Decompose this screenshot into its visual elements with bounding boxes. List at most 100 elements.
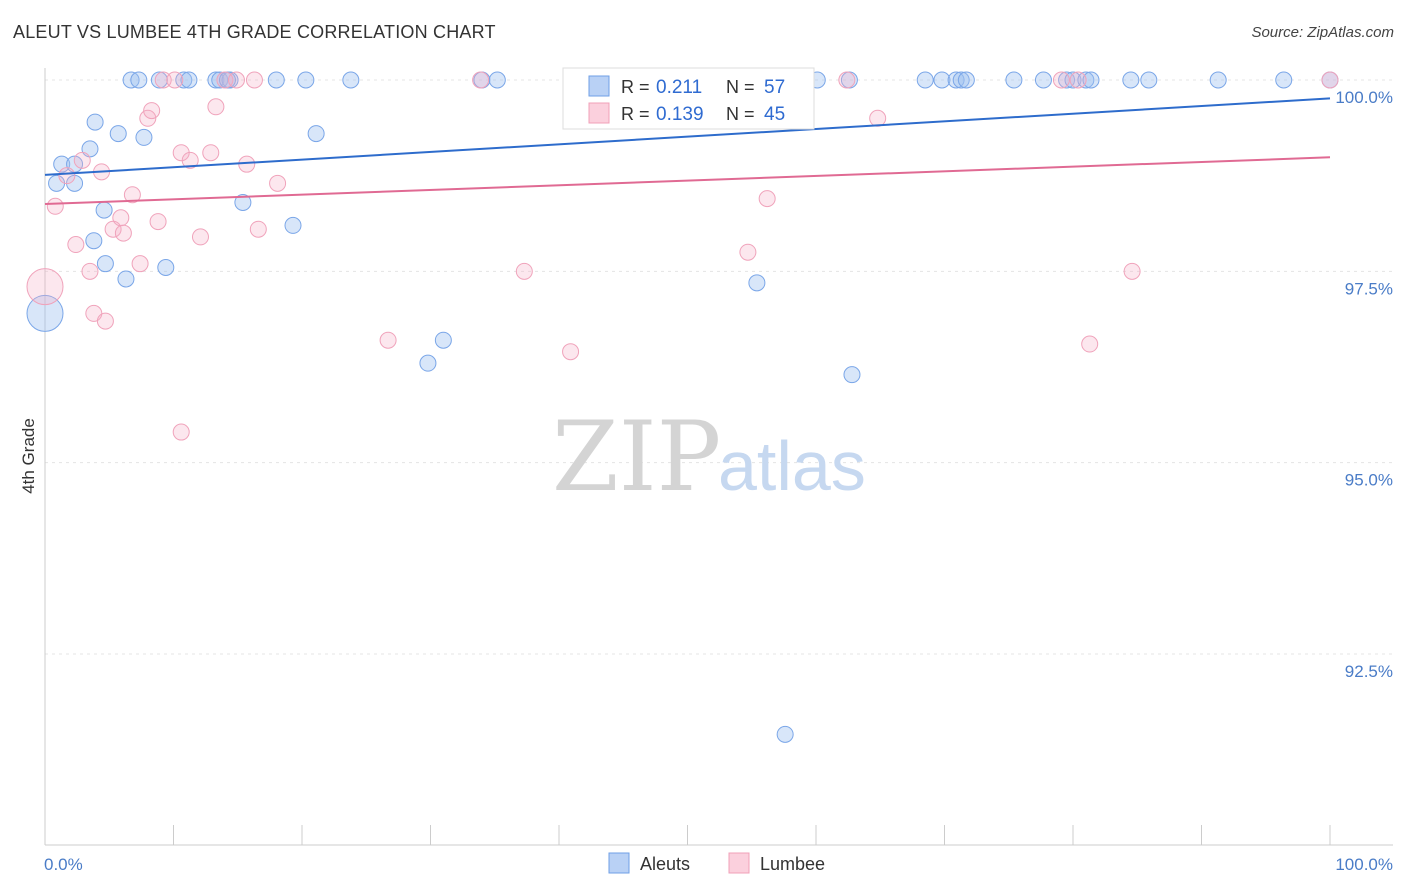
- bottom-legend-lumbee-swatch: [728, 852, 750, 874]
- source-label: Source: ZipAtlas.com: [1251, 24, 1394, 41]
- bottom-legend-aleut-label: Aleuts: [640, 854, 690, 874]
- aleut-point-7: [86, 113, 104, 131]
- aleut-point-24: [267, 71, 285, 89]
- legend-aleut-swatch: [588, 75, 610, 97]
- lumbee-point-13: [131, 255, 149, 273]
- lumbee-point-2: [58, 167, 76, 185]
- aleut-point-23: [234, 193, 252, 211]
- aleut-point-27: [307, 125, 325, 143]
- legend-lumbee-r-label: R =: [621, 104, 655, 124]
- aleut-point-26: [297, 71, 315, 89]
- y-tick-label-1: 97.5%: [1345, 279, 1393, 298]
- x-tick-label-max: 100.0%: [1335, 855, 1393, 874]
- aleut-point-37: [776, 725, 794, 743]
- aleut-point-28: [342, 71, 360, 89]
- lumbee-point-28: [245, 71, 263, 89]
- legend-lumbee-swatch: [588, 102, 610, 124]
- lumbee-point-0: [26, 268, 64, 306]
- aleut-point-15: [150, 71, 168, 89]
- aleut-point-53: [1140, 71, 1158, 89]
- aleut-point-41: [916, 71, 934, 89]
- aleut-point-19: [207, 71, 225, 89]
- legend-aleut-n-label: N =: [726, 77, 760, 97]
- lumbee-point-14: [139, 109, 157, 127]
- lumbee-point-4: [73, 151, 91, 169]
- aleut-point-29: [419, 354, 437, 372]
- aleut-point-43: [947, 71, 965, 89]
- lumbee-point-10: [112, 209, 130, 227]
- lumbee-point-36: [739, 243, 757, 261]
- aleut-point-6: [85, 232, 103, 250]
- bottom-legend-lumbee-label: Lumbee: [760, 854, 825, 874]
- aleut-point-16: [157, 259, 175, 277]
- lumbee-point-30: [269, 174, 287, 192]
- y-axis-label: 4th Grade: [19, 418, 38, 494]
- aleut-point-12: [135, 128, 153, 146]
- x-ticks: [173, 825, 1331, 845]
- lumbee-point-34: [562, 343, 580, 361]
- lumbee-point-11: [114, 224, 132, 242]
- lumbee-point-43: [1123, 262, 1141, 280]
- watermark-zip: ZIP: [552, 401, 721, 513]
- lumbee-point-33: [515, 262, 533, 280]
- lumbee-point-29: [249, 220, 267, 238]
- legend-aleut-n-value: 57: [764, 77, 785, 98]
- y-tick-label-3: 92.5%: [1345, 662, 1393, 681]
- watermark-atlas: atlas: [718, 427, 866, 505]
- aleut-point-14: [130, 71, 148, 89]
- aleut-point-18: [180, 71, 198, 89]
- aleut-point-40: [843, 366, 861, 384]
- aleut-point-35: [748, 274, 766, 292]
- aleut-point-54: [1209, 71, 1227, 89]
- aleut-point-46: [1005, 71, 1023, 89]
- legend-lumbee-n-label: N =: [726, 104, 760, 124]
- chart-title: ALEUT VS LUMBEE 4TH GRADE CORRELATION CH…: [13, 22, 496, 42]
- legend: R = 0.211 N = 57 R = 0.139 N = 45: [562, 67, 815, 130]
- lumbee-point-41: [1069, 71, 1087, 89]
- lumbee-point-12: [123, 186, 141, 204]
- legend-aleut-r-value: 0.211: [656, 77, 702, 98]
- lumbee-point-44: [1321, 71, 1339, 89]
- legend-lumbee-r-value: 0.139: [656, 104, 704, 125]
- lumbee-point-42: [1081, 335, 1099, 353]
- aleut-point-45: [957, 71, 975, 89]
- lumbee-point-5: [81, 262, 99, 280]
- aleut-point-44: [952, 71, 970, 89]
- data-points: [26, 71, 1339, 743]
- aleut-point-42: [933, 71, 951, 89]
- lumbee-point-23: [202, 144, 220, 162]
- lumbee-point-22: [191, 228, 209, 246]
- bottom-legend: Aleuts Lumbee: [608, 852, 825, 874]
- lumbee-point-1: [46, 197, 64, 215]
- aleut-point-30: [434, 331, 452, 349]
- aleut-point-32: [488, 71, 506, 89]
- lumbee-point-24: [207, 98, 225, 116]
- x-tick-label-min: 0.0%: [44, 855, 83, 874]
- lumbee-point-38: [838, 71, 856, 89]
- lumbee-point-17: [154, 71, 172, 89]
- watermark: ZIP atlas: [552, 401, 866, 513]
- lumbee-point-31: [379, 331, 397, 349]
- lumbee-point-19: [172, 423, 190, 441]
- aleut-point-48: [1058, 71, 1076, 89]
- lumbee-point-26: [227, 71, 245, 89]
- lumbee-point-37: [758, 190, 776, 208]
- legend-lumbee-n-value: 45: [764, 104, 785, 125]
- aleut-point-47: [1034, 71, 1052, 89]
- axes: [44, 68, 1393, 846]
- lumbee-point-40: [1052, 71, 1070, 89]
- y-tick-label-0: 100.0%: [1335, 88, 1393, 107]
- y-tick-label-2: 95.0%: [1345, 471, 1393, 490]
- aleut-point-0: [26, 294, 64, 332]
- lumbee-point-32: [472, 71, 490, 89]
- aleut-point-55: [1275, 71, 1293, 89]
- aleut-point-11: [117, 270, 135, 288]
- aleut-point-52: [1122, 71, 1140, 89]
- y-tick-labels: 100.0% 97.5% 95.0% 92.5%: [1335, 88, 1393, 681]
- lumbee-point-25: [216, 71, 234, 89]
- aleut-point-17: [175, 71, 193, 89]
- lumbee-trend-line: [44, 156, 1331, 205]
- aleut-point-8: [95, 201, 113, 219]
- lumbee-point-3: [67, 236, 85, 254]
